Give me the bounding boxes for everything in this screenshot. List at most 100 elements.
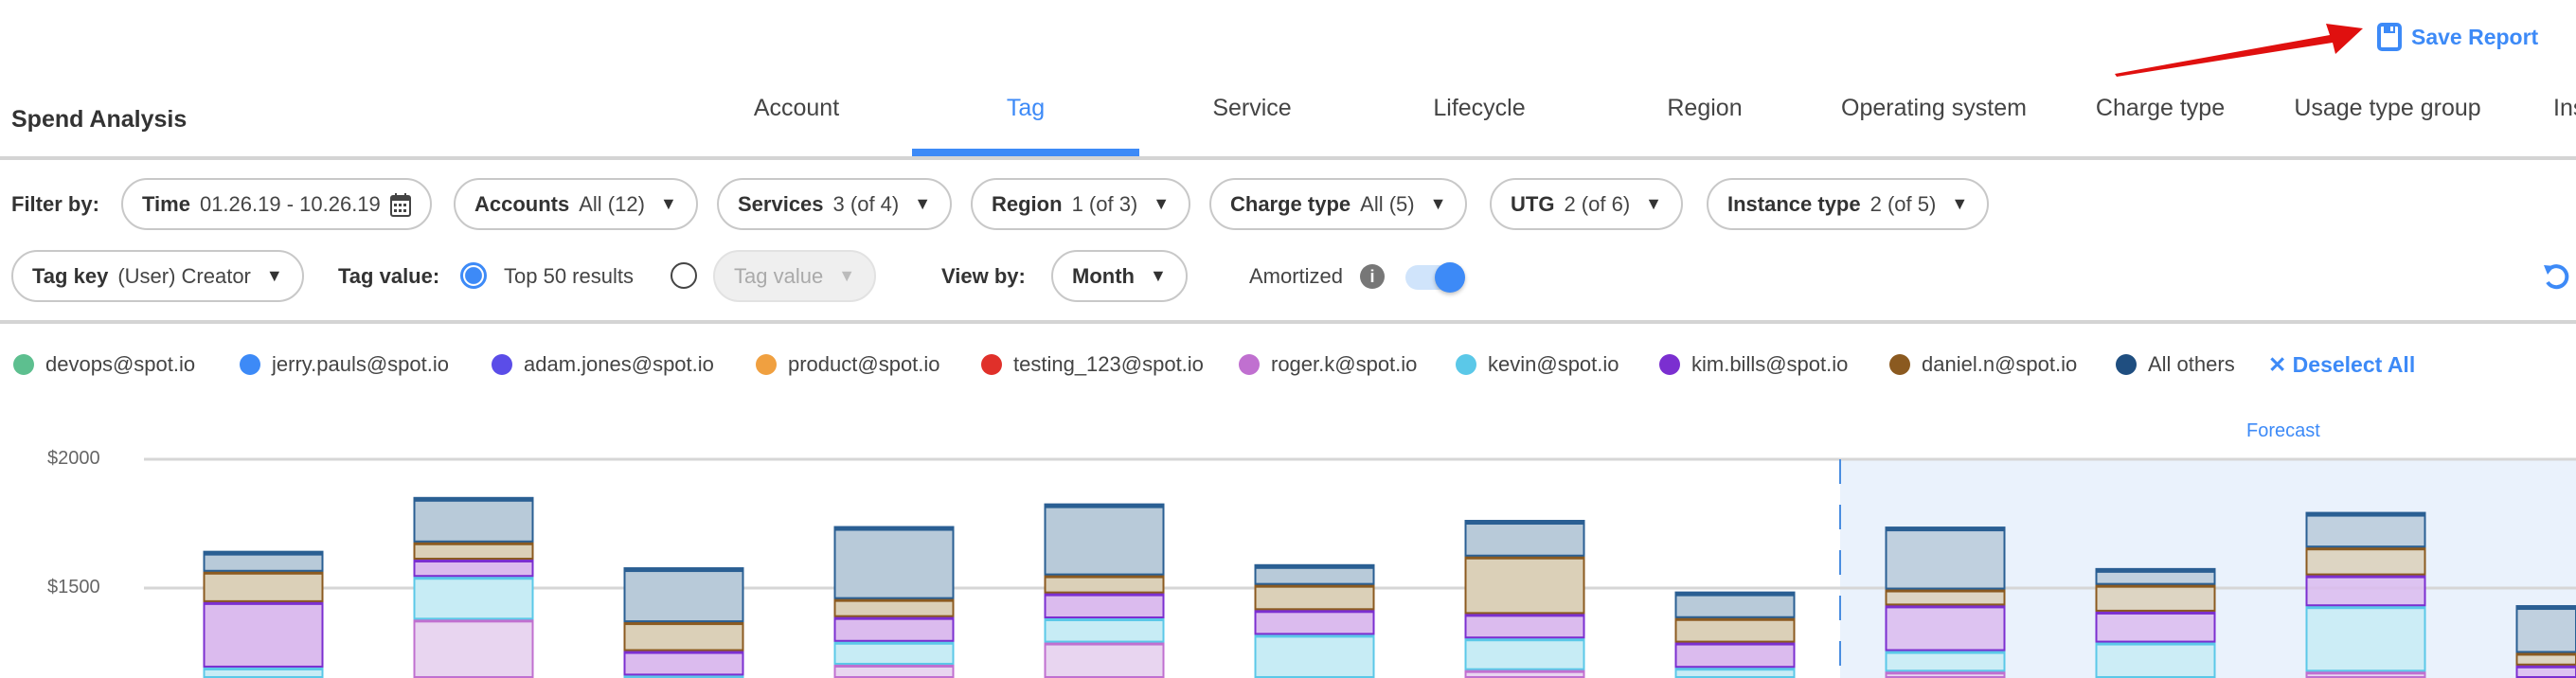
tag-value-radio[interactable] — [671, 262, 697, 289]
bar-segment — [833, 639, 955, 665]
legend-item[interactable]: kevin@spot.io — [1456, 352, 1619, 377]
bar-segment-top — [2516, 664, 2576, 669]
view-by-label: View by: — [941, 264, 1026, 288]
legend-dot-icon — [1239, 354, 1260, 375]
y-tick-label: $2000 — [47, 448, 100, 469]
bar-segment-top — [2306, 605, 2425, 610]
bar-segment-top — [1886, 527, 2005, 532]
bar-segment-top — [2096, 568, 2215, 573]
utg-filter[interactable]: UTG 2 (of 6) ▼ — [1490, 178, 1683, 230]
bar-segment-top — [2096, 610, 2215, 615]
charge-type-label: Charge type — [1230, 191, 1351, 216]
bar-segment-top — [624, 568, 743, 573]
tab-usage-type-group[interactable]: Usage type group — [2294, 95, 2481, 121]
info-icon[interactable]: i — [1360, 264, 1385, 289]
legend-item[interactable]: daniel.n@spot.io — [1889, 352, 2077, 377]
tab-instance-type[interactable]: Inst — [2553, 95, 2576, 121]
toggle-knob[interactable] — [1435, 262, 1465, 293]
tag-value-dropdown[interactable]: Tag value ▼ — [713, 250, 877, 302]
bar-segment — [1674, 616, 1796, 643]
legend-dot-icon — [756, 354, 777, 375]
tag-value-placeholder: Tag value — [734, 263, 824, 288]
bar-segment-top — [204, 666, 323, 670]
bar-segment — [2095, 640, 2216, 678]
bar-segment — [623, 620, 744, 651]
accounts-filter[interactable]: Accounts All (12) ▼ — [454, 178, 698, 230]
tabs-divider — [0, 156, 2576, 160]
bar-segment-top — [2306, 512, 2425, 517]
red-arrow-annotation — [2115, 24, 2363, 77]
caret-down-icon: ▼ — [265, 266, 283, 285]
region-filter[interactable]: Region 1 (of 3) ▼ — [971, 178, 1191, 230]
accounts-value: All (12) — [579, 191, 645, 216]
legend-item[interactable]: jerry.pauls@spot.io — [240, 352, 449, 377]
legend-label: adam.jones@spot.io — [524, 352, 714, 376]
bar-segment-top — [414, 576, 533, 580]
legend-label: daniel.n@spot.io — [1922, 352, 2078, 376]
legend-label: testing_123@spot.io — [1013, 352, 1204, 376]
floppy-disk-icon — [2377, 23, 2402, 51]
deselect-all-button[interactable]: ✕ Deselect All — [2268, 352, 2415, 378]
save-report-button[interactable]: Save Report — [2377, 23, 2538, 51]
region-label: Region — [992, 191, 1063, 216]
services-filter[interactable]: Services 3 (of 4) ▼ — [717, 178, 953, 230]
legend-item[interactable]: adam.jones@spot.io — [492, 352, 714, 377]
deselect-all-label: Deselect All — [2292, 352, 2416, 377]
bar-segment-top — [414, 541, 533, 545]
legend-label: All others — [2148, 352, 2235, 376]
bar-segment — [2305, 604, 2426, 672]
y-tick-label: $1500 — [47, 577, 100, 598]
legend-item[interactable]: kim.bills@spot.io — [1659, 352, 1848, 377]
view-by-dropdown[interactable]: Month ▼ — [1051, 250, 1188, 302]
time-filter[interactable]: Time 01.26.19 - 10.26.19 — [121, 178, 432, 230]
services-label: Services — [738, 191, 824, 216]
legend-item[interactable]: All others — [2116, 352, 2235, 377]
bar-segment-top — [1886, 670, 2005, 675]
tab-operating-system[interactable]: Operating system — [1841, 95, 2027, 121]
legend-label: kevin@spot.io — [1488, 352, 1619, 376]
utg-label: UTG — [1511, 191, 1555, 216]
legend-item[interactable]: roger.k@spot.io — [1239, 352, 1417, 377]
bar-segment-top — [1465, 555, 1584, 560]
legend-dot-icon — [240, 354, 260, 375]
bar-segment — [2095, 582, 2216, 612]
utg-value: 2 (of 6) — [1564, 191, 1631, 216]
bar-segment — [2305, 545, 2426, 576]
bar-segment-top — [1675, 616, 1795, 621]
tab-service[interactable]: Service — [1212, 95, 1292, 121]
bar-segment-top — [1255, 633, 1374, 638]
instance-type-filter[interactable]: Instance type 2 (of 5) ▼ — [1707, 178, 1990, 230]
time-label: Time — [142, 191, 190, 216]
legend-label: devops@spot.io — [45, 352, 196, 376]
bar-segment-top — [624, 650, 743, 654]
tab-tag[interactable]: Tag — [1006, 95, 1046, 121]
bar-segment-top — [414, 497, 533, 502]
services-value: 3 (of 4) — [832, 191, 900, 216]
bar-segment-top — [624, 621, 743, 626]
refresh-icon[interactable] — [2542, 261, 2570, 292]
bar-segment-top — [1045, 641, 1164, 646]
tab-lifecycle[interactable]: Lifecycle — [1433, 95, 1526, 121]
tab-region[interactable]: Region — [1667, 95, 1743, 121]
tab-charge-type[interactable]: Charge type — [2095, 95, 2226, 121]
forecast-label: Forecast — [2246, 420, 2320, 441]
tag-key-dropdown[interactable]: Tag key (User) Creator ▼ — [11, 250, 304, 302]
options-divider — [0, 320, 2576, 324]
amortized-label: Amortized — [1249, 264, 1344, 288]
bar-segment — [2305, 511, 2426, 548]
instance-type-value: 2 (of 5) — [1869, 191, 1937, 216]
legend-item[interactable]: devops@spot.io — [13, 352, 195, 377]
legend-item[interactable]: testing_123@spot.io — [981, 352, 1204, 377]
tag-key-value: (User) Creator — [117, 263, 251, 288]
bar-segment-top — [1886, 604, 2005, 609]
tab-account[interactable]: Account — [753, 95, 840, 121]
top-results-radio[interactable] — [460, 262, 487, 289]
bar-segment-top — [1045, 617, 1164, 622]
bar-segment — [1254, 563, 1375, 585]
bar-segment — [413, 575, 534, 620]
charge-type-filter[interactable]: Charge type All (5) ▼ — [1209, 178, 1468, 230]
view-by-value: Month — [1072, 263, 1135, 288]
save-report-label: Save Report — [2411, 24, 2539, 49]
legend-item[interactable]: product@spot.io — [756, 352, 940, 377]
bar-segment — [203, 599, 324, 668]
